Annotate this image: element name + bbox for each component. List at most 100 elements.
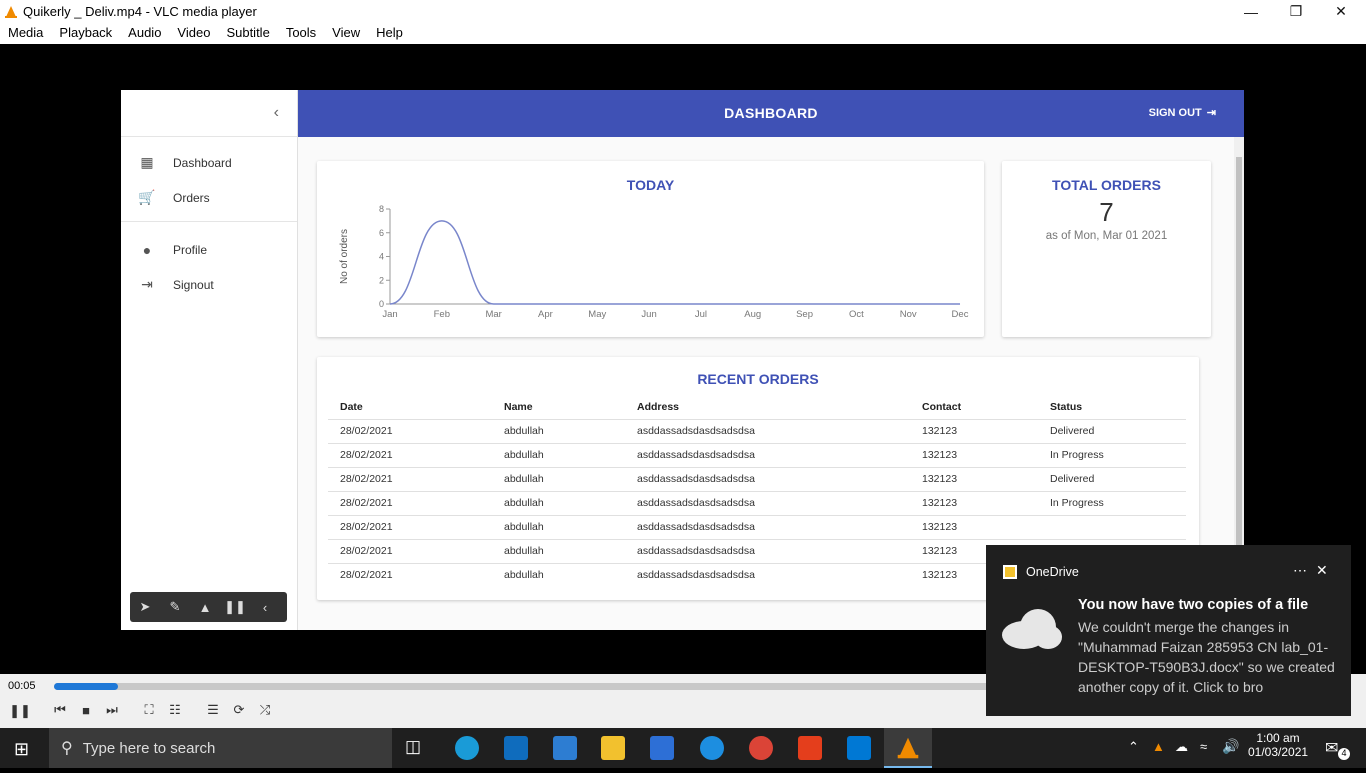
chrome-icon[interactable] [749, 736, 773, 760]
clock-time: 1:00 am [1248, 731, 1308, 745]
cell-date: 28/02/2021 [328, 443, 492, 467]
sidebar-item-dashboard[interactable]: ▦Dashboard [121, 145, 297, 180]
sidebar-divider [121, 221, 297, 222]
clock-date: 01/03/2021 [1248, 745, 1308, 759]
y-tick-label: 0 [379, 299, 384, 309]
mail-icon[interactable] [504, 736, 528, 760]
wifi-icon[interactable]: ≈ [1200, 739, 1207, 754]
app-icon[interactable] [553, 736, 577, 760]
cell-contact: 132123 [910, 515, 1038, 539]
col-date: Date [328, 395, 492, 419]
menu-playback[interactable]: Playback [51, 23, 120, 44]
pointer-icon[interactable]: ➤ [130, 599, 160, 615]
next-icon: ⏭ [106, 702, 118, 718]
previous-button[interactable]: ⏮ [47, 699, 73, 721]
stop-button[interactable]: ■ [73, 699, 99, 721]
x-tick-label: Sep [796, 309, 813, 320]
menu-video[interactable]: Video [169, 23, 218, 44]
menu-view[interactable]: View [324, 23, 368, 44]
loop-button[interactable]: ⟳ [226, 699, 252, 721]
cell-date: 28/02/2021 [328, 563, 492, 587]
vlc-taskbar-button[interactable] [884, 728, 932, 768]
sidebar-item-signout[interactable]: ⇥Signout [121, 267, 297, 302]
menu-help[interactable]: Help [368, 23, 411, 44]
cell-date: 28/02/2021 [328, 539, 492, 563]
show-hidden-icons[interactable]: ⌃ [1128, 739, 1139, 755]
recent-orders-title: RECENT ORDERS [317, 371, 1199, 387]
volume-icon[interactable]: 🔊 [1222, 738, 1239, 755]
playlist-icon: ☰ [207, 702, 219, 718]
cell-name: abdullah [492, 419, 625, 443]
cell-address: asddassadsdasdsadsdsa [625, 443, 910, 467]
chevron-left-icon[interactable]: ‹ [250, 600, 280, 615]
vlc-tray-icon[interactable]: ▲ [1152, 739, 1165, 754]
scrollbar-thumb[interactable] [1236, 157, 1242, 577]
menu-audio[interactable]: Audio [120, 23, 169, 44]
fullscreen-button[interactable]: ⛶ [136, 699, 162, 721]
vscode-icon[interactable] [847, 736, 871, 760]
office-icon[interactable] [798, 736, 822, 760]
file-explorer-icon[interactable] [601, 736, 625, 760]
table-header-row: Date Name Address Contact Status [328, 395, 1186, 419]
cell-name: abdullah [492, 563, 625, 587]
menu-media[interactable]: Media [0, 23, 51, 44]
close-button[interactable]: ✕ [1318, 0, 1364, 23]
menu-tools[interactable]: Tools [278, 23, 324, 44]
sidebar-item-label: Profile [173, 243, 207, 257]
more-options-icon[interactable]: ⋯ [1293, 562, 1307, 579]
cell-contact: 132123 [910, 491, 1038, 515]
sidebar-collapse[interactable]: ‹ [121, 90, 297, 137]
edge-icon[interactable] [455, 736, 479, 760]
signout-button[interactable]: SIGN OUT⇥ [1149, 106, 1216, 119]
sidebar-item-orders[interactable]: 🛒Orders [121, 180, 297, 215]
playlist-button[interactable]: ☰ [200, 699, 226, 721]
x-tick-label: Dec [952, 309, 969, 320]
cell-contact: 132123 [910, 419, 1038, 443]
windows-start-icon[interactable]: ⊞ [14, 739, 29, 760]
pause-icon[interactable]: ❚❚ [220, 599, 250, 615]
menubar: Media Playback Audio Video Subtitle Tool… [0, 23, 1366, 44]
page-title: DASHBOARD [298, 105, 1244, 121]
col-name: Name [492, 395, 625, 419]
chevron-left-icon[interactable]: ‹ [274, 104, 279, 122]
search-icon: ⚲ [61, 738, 73, 758]
store-icon[interactable] [650, 736, 674, 760]
onedrive-toast[interactable]: OneDrive ⋯ ✕ You now have two copies of … [986, 545, 1351, 716]
task-view-icon[interactable]: ◫ [405, 737, 421, 757]
pen-icon[interactable]: ✎ [160, 599, 190, 615]
clock[interactable]: 1:00 am 01/03/2021 [1248, 731, 1308, 759]
sidebar-item-label: Signout [173, 278, 214, 292]
cell-name: abdullah [492, 443, 625, 467]
menu-subtitle[interactable]: Subtitle [218, 23, 277, 44]
close-icon[interactable]: ✕ [1316, 562, 1328, 579]
notification-center-icon[interactable]: ✉ [1325, 738, 1338, 758]
x-tick-label: Jul [695, 309, 707, 320]
draw-toolbar: ➤ ✎ ▲ ❚❚ ‹ [130, 592, 287, 622]
cell-status: In Progress [1038, 491, 1186, 515]
browser-icon[interactable] [700, 736, 724, 760]
taskbar-search[interactable]: ⚲ Type here to search [49, 728, 392, 768]
toast-body: We couldn't merge the changes in "Muhamm… [1078, 617, 1336, 697]
minimize-button[interactable]: — [1228, 0, 1274, 23]
cell-contact: 132123 [910, 467, 1038, 491]
extended-settings-button[interactable]: ☷ [162, 699, 188, 721]
restore-button[interactable]: ❐ [1273, 0, 1319, 23]
eraser-icon[interactable]: ▲ [190, 600, 220, 615]
cell-name: abdullah [492, 539, 625, 563]
col-status: Status [1038, 395, 1186, 419]
next-button[interactable]: ⏭ [99, 699, 125, 721]
cell-name: abdullah [492, 515, 625, 539]
sidebar-item-profile[interactable]: ●Profile [121, 232, 297, 267]
shuffle-button[interactable]: ⤮ [252, 699, 278, 721]
pause-button[interactable]: ❚❚ [6, 698, 34, 724]
onedrive-tray-icon[interactable]: ☁ [1175, 739, 1188, 755]
close-icon: ✕ [1335, 3, 1347, 20]
restore-icon: ❐ [1290, 3, 1303, 20]
series-line [390, 221, 960, 304]
x-tick-label: May [588, 309, 606, 320]
